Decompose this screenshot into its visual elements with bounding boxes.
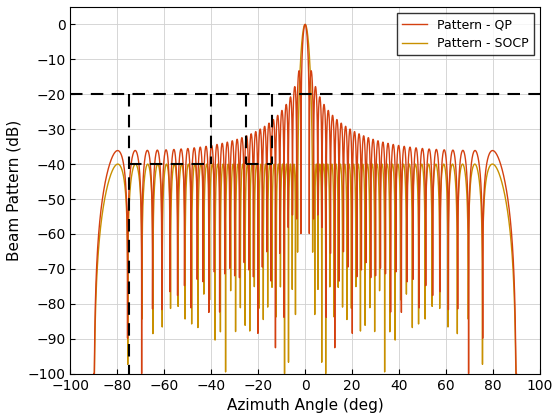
Pattern - QP (359, 147, 366, 152)
Pattern - SOCP (302, 22, 309, 27)
Pattern - QP (513, 371, 520, 376)
Legend: Pattern - QP, Pattern - SOCP: Pattern - QP, Pattern - SOCP (397, 13, 534, 55)
Pattern - QP (426, 147, 433, 152)
Line: Pattern - SOCP: Pattern - SOCP (94, 24, 516, 374)
Line: Pattern - QP: Pattern - QP (94, 24, 516, 374)
Pattern - QP (111, 150, 118, 155)
Pattern - QP (244, 134, 250, 139)
Y-axis label: Beam Pattern (dB): Beam Pattern (dB) (7, 120, 22, 261)
Pattern - SOCP (340, 167, 347, 172)
Pattern - QP (302, 22, 309, 27)
Pattern - SOCP (404, 189, 410, 194)
Pattern - SOCP (359, 163, 366, 168)
X-axis label: Azimuth Angle (deg): Azimuth Angle (deg) (227, 398, 384, 413)
Pattern - SOCP (513, 371, 520, 376)
Pattern - SOCP (91, 371, 97, 376)
Pattern - QP (91, 371, 97, 376)
Pattern - SOCP (111, 163, 118, 168)
Pattern - SOCP (426, 165, 433, 171)
Pattern - QP (404, 241, 410, 247)
Pattern - SOCP (244, 165, 250, 170)
Pattern - QP (340, 157, 347, 162)
